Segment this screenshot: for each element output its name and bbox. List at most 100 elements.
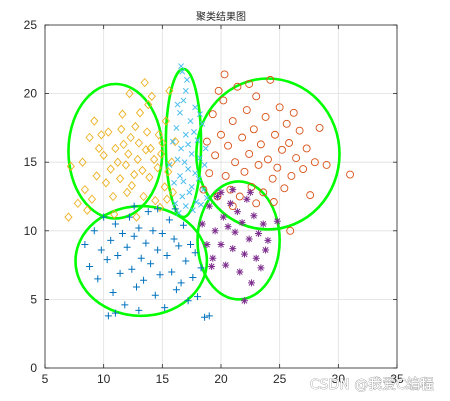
data-point-plus bbox=[140, 276, 148, 284]
data-point-circle bbox=[247, 182, 256, 191]
data-point-diamond bbox=[135, 108, 145, 118]
data-point-asterisk bbox=[198, 220, 206, 228]
data-point-plus bbox=[109, 289, 117, 297]
data-point-plus bbox=[161, 304, 169, 312]
data-point-x bbox=[201, 161, 208, 168]
data-point-x bbox=[188, 183, 195, 190]
data-point-circle bbox=[310, 158, 319, 167]
data-point-diamond bbox=[87, 194, 97, 204]
data-point-circle bbox=[287, 171, 296, 180]
data-point-x bbox=[179, 193, 186, 200]
data-point-circle bbox=[228, 117, 237, 125]
data-point-diamond bbox=[144, 99, 153, 110]
data-point-diamond bbox=[101, 178, 111, 188]
data-point-plus bbox=[81, 241, 89, 249]
data-point-asterisk bbox=[259, 220, 267, 228]
y-tick-label: 25 bbox=[24, 18, 38, 32]
data-point-diamond bbox=[125, 88, 134, 99]
data-point-diamond bbox=[146, 143, 155, 154]
data-point-asterisk bbox=[208, 262, 216, 270]
series-circle bbox=[199, 70, 355, 235]
data-point-circle bbox=[221, 171, 230, 180]
data-point-plus bbox=[116, 269, 124, 277]
data-point-x bbox=[192, 104, 199, 111]
data-point-x bbox=[182, 203, 189, 210]
x-tick-label: 25 bbox=[273, 372, 287, 386]
data-point-circle bbox=[280, 184, 289, 193]
data-point-diamond bbox=[64, 212, 73, 222]
data-point-plus bbox=[158, 230, 166, 238]
data-point-circle bbox=[306, 191, 315, 200]
data-point-asterisk bbox=[219, 213, 227, 221]
data-point-asterisk bbox=[229, 245, 237, 253]
data-point-circle bbox=[238, 133, 247, 142]
data-point-diamond bbox=[132, 212, 141, 222]
data-point-diamond bbox=[83, 205, 92, 215]
data-point-asterisk bbox=[203, 241, 211, 249]
data-point-x bbox=[185, 166, 192, 173]
data-point-plus bbox=[128, 265, 136, 273]
data-point-circle bbox=[235, 192, 244, 201]
data-point-plus bbox=[177, 279, 185, 287]
data-point-x bbox=[179, 68, 186, 75]
data-point-circle bbox=[315, 123, 324, 132]
data-point-x bbox=[184, 76, 190, 83]
data-point-asterisk bbox=[229, 186, 237, 194]
data-point-plus bbox=[133, 283, 141, 291]
data-point-plus bbox=[191, 249, 199, 257]
data-point-diamond bbox=[154, 130, 163, 140]
x-tick-label: 15 bbox=[156, 372, 170, 386]
data-point-x bbox=[194, 137, 201, 144]
data-point-circle bbox=[199, 185, 208, 194]
data-point-diamond bbox=[99, 150, 108, 161]
data-point-diamond bbox=[138, 165, 147, 176]
data-point-plus bbox=[194, 293, 202, 301]
data-point-x bbox=[186, 189, 193, 196]
data-point-x bbox=[176, 109, 183, 116]
data-point-circle bbox=[286, 226, 295, 235]
data-point-plus bbox=[168, 268, 176, 276]
data-point-circle bbox=[275, 103, 284, 112]
data-point-circle bbox=[282, 119, 291, 128]
data-point-diamond bbox=[142, 127, 152, 137]
data-point-x bbox=[180, 97, 187, 104]
data-point-diamond bbox=[111, 143, 120, 154]
data-point-diamond bbox=[157, 149, 166, 159]
data-point-x bbox=[185, 141, 192, 148]
data-point-circle bbox=[249, 125, 258, 134]
data-point-diamond bbox=[126, 132, 135, 143]
data-point-plus bbox=[201, 313, 209, 321]
data-point-plus bbox=[94, 275, 102, 283]
data-point-plus bbox=[100, 213, 108, 221]
series-diamond bbox=[64, 77, 180, 222]
data-point-asterisk bbox=[205, 202, 213, 210]
data-point-plus bbox=[189, 273, 197, 281]
data-point-plus bbox=[205, 312, 213, 320]
data-point-circle bbox=[289, 108, 298, 117]
data-point-circle bbox=[205, 169, 214, 178]
data-point-x bbox=[200, 186, 207, 193]
cluster-boundary-ellipse bbox=[195, 77, 341, 231]
data-point-circle bbox=[245, 80, 254, 88]
series-asterisk bbox=[198, 186, 281, 305]
data-point-plus bbox=[130, 232, 138, 240]
data-point-circle bbox=[263, 155, 272, 164]
data-point-plus bbox=[135, 306, 143, 314]
data-point-diamond bbox=[94, 143, 104, 154]
data-point-diamond bbox=[85, 132, 94, 143]
data-point-plus bbox=[144, 208, 152, 216]
data-point-x bbox=[173, 124, 180, 131]
data-point-diamond bbox=[151, 195, 160, 206]
data-point-asterisk bbox=[240, 297, 248, 305]
data-point-x bbox=[188, 151, 195, 157]
data-point-asterisk bbox=[240, 250, 248, 258]
data-point-plus bbox=[125, 213, 133, 221]
data-point-diamond bbox=[121, 160, 131, 170]
data-point-x bbox=[172, 200, 179, 207]
data-point-circle bbox=[233, 82, 242, 91]
data-point-circle bbox=[295, 126, 304, 135]
data-point-diamond bbox=[78, 157, 87, 167]
data-point-plus bbox=[135, 224, 143, 232]
data-point-circle bbox=[322, 160, 331, 169]
